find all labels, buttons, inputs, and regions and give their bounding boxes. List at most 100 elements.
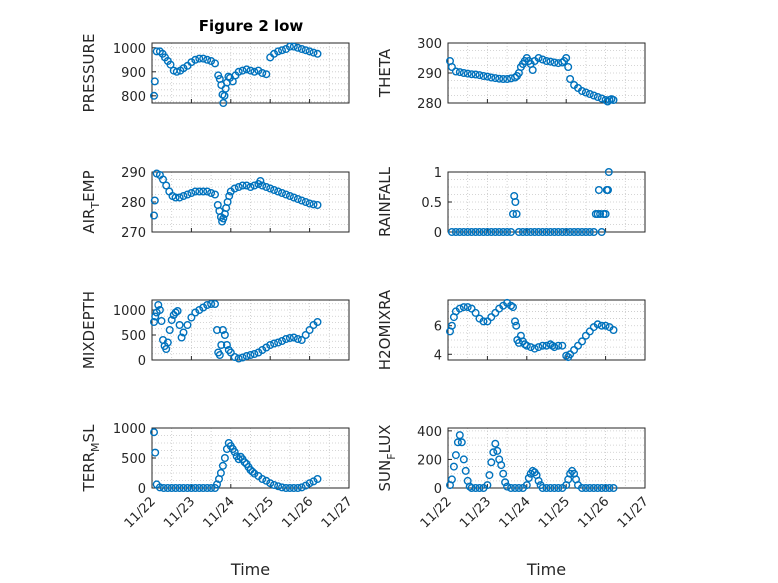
data-point [451,227,460,236]
data-point [151,312,160,321]
data-point [282,335,291,344]
data-point [250,469,259,478]
subplot-4: 0 0.5 1 RAINFALL [376,166,646,241]
data-point [542,57,551,66]
data-point [313,318,322,327]
data-point [499,74,508,83]
data-point [534,343,543,352]
data-point [218,326,227,335]
data-point [585,327,594,336]
data-point [546,57,555,66]
data-point [530,344,539,353]
data-point [158,175,167,184]
y-axis-label: AIRTEMP [80,170,102,233]
data-point [258,181,267,190]
data-point [578,227,587,236]
data-point [471,484,480,493]
data-point [215,351,224,360]
y-tick-label: 400 [417,425,442,440]
data-point [609,95,618,104]
data-point [305,326,314,335]
subplot-8: 0 200 400 11/22 11/23 11/24 11/25 11/26 11/27 SUN… [376,425,652,579]
data-point [475,227,484,236]
data-point [165,326,174,335]
y-tick-label: 0 [138,354,146,369]
data-point [463,303,472,312]
subplot-6: 4 6 H2OMIXRA [376,289,646,370]
subplot-5: 0 500 1000 MIXDEPTH [80,291,350,369]
data-point [173,307,182,316]
axes-box [447,42,646,104]
data-point [501,478,510,487]
data-point [471,70,480,79]
subplot-1: 800 900 1000 PRESSURE [80,34,350,112]
data-point [230,448,239,457]
data-point [179,328,188,337]
data-point [558,227,567,236]
data-point [597,484,606,493]
data-point [149,211,158,220]
data-point [538,227,547,236]
data-point [511,317,520,326]
data-point [493,446,502,455]
data-point [509,303,518,312]
data-point [538,341,547,350]
data-point [195,484,204,493]
data-point [258,346,267,355]
axes-box [151,42,350,104]
data-point [467,70,476,79]
data-point [305,479,314,488]
data-point [149,428,158,437]
data-point [491,227,500,236]
data-point [570,227,579,236]
data-point [238,353,247,362]
data-point [297,336,306,345]
data-point [179,484,188,493]
x-tick-label: 11/26 [575,494,612,531]
data-point [451,67,460,76]
data-point [183,190,192,199]
x-tick-label: 11/27 [615,494,652,531]
data-point [534,476,543,485]
data-point [149,91,158,100]
y-tick-label: 900 [121,66,146,81]
y-tick-label: 800 [121,90,146,105]
data-point [203,301,212,310]
x-tick-label: 11/22 [122,494,159,531]
data-point [594,185,603,194]
data-point [499,469,508,478]
data-point [550,343,559,352]
data-point [226,348,235,357]
data-point [191,55,200,64]
data-point [199,303,208,312]
x-tick-label: 11/25 [536,494,573,531]
y-axis-label: SUNFLUX [376,425,398,492]
y-tick-label: 500 [121,329,146,344]
data-point [550,484,559,493]
data-point [289,42,298,51]
data-point [207,188,216,197]
data-point [593,484,602,493]
data-point [609,326,618,335]
data-point [278,483,287,492]
data-point [483,227,492,236]
data-point [309,48,318,57]
data-point [578,86,587,95]
data-point [487,227,496,236]
data-point [285,484,294,493]
data-point [238,66,247,75]
data-point [297,196,306,205]
data-point [262,182,271,191]
data-point [203,187,212,196]
data-point [218,461,227,470]
data-point [256,176,265,185]
data-point [212,326,221,335]
data-point [301,46,310,55]
data-point [285,334,294,343]
y-tick-label: 300 [417,37,442,52]
data-point [487,313,496,322]
data-point [507,227,516,236]
x-tick-label: 11/23 [161,494,198,531]
data-point [250,67,259,76]
data-point [230,184,239,193]
